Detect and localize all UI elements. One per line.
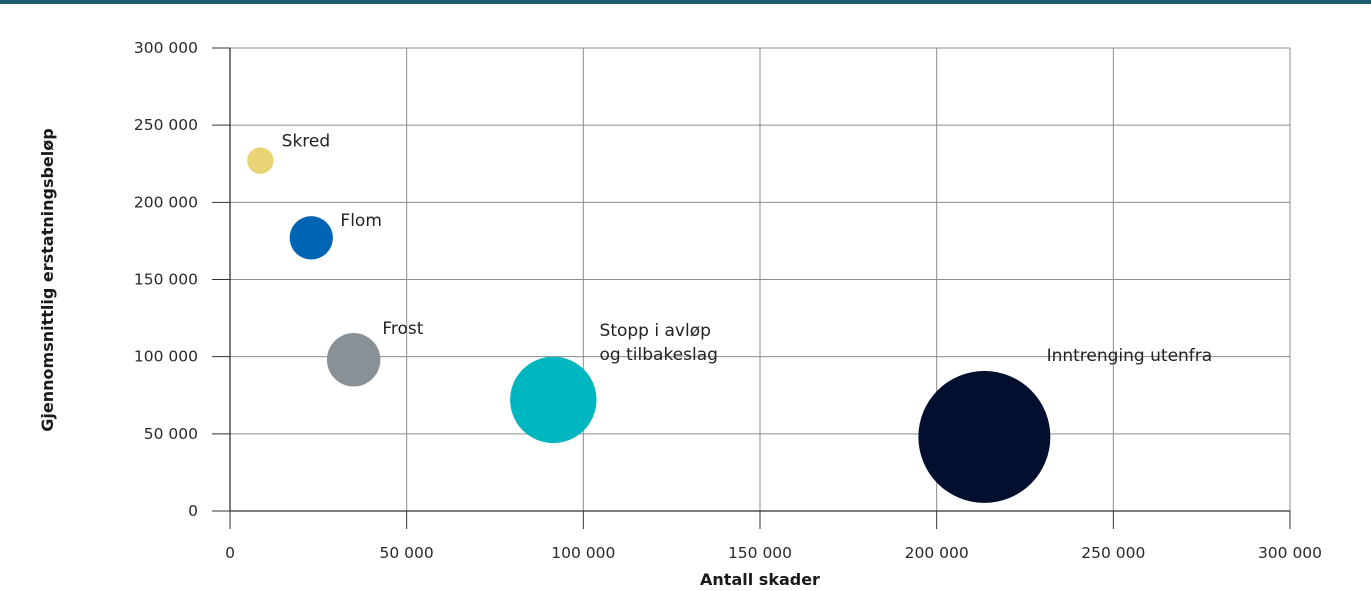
bubble-label-line: og tilbakeslag bbox=[600, 345, 718, 365]
grid-lines bbox=[230, 47, 1291, 511]
top-accent-bar bbox=[0, 0, 1371, 4]
bubble-label: Frost bbox=[382, 319, 423, 339]
bubble bbox=[326, 333, 381, 387]
x-tick-label: 300 000 bbox=[1258, 544, 1322, 562]
bubble-label-line: Skred bbox=[282, 132, 331, 152]
bubble-label-line: Inntrenging utenfra bbox=[1047, 346, 1213, 366]
y-tick-label: 150 000 bbox=[134, 271, 198, 289]
bubble-label-line: Frost bbox=[382, 319, 423, 339]
bubble bbox=[510, 356, 597, 444]
y-tick-label: 200 000 bbox=[134, 193, 198, 211]
x-tick-label: 200 000 bbox=[905, 544, 969, 562]
y-tick-label: 0 bbox=[188, 502, 198, 520]
bubble-label: Inntrenging utenfra bbox=[1047, 346, 1213, 366]
bubbles bbox=[247, 147, 1051, 503]
y-axis-title: Gjennomsnittlig erstatningsbeløp bbox=[38, 128, 57, 431]
x-axis-title: Antall skader bbox=[700, 570, 820, 589]
y-tick-labels: 0 50 000 100 000 150 000 200 000 250 000 300 0… bbox=[134, 39, 198, 520]
axes bbox=[212, 47, 1291, 529]
bubble bbox=[247, 147, 274, 174]
y-tick-label: 50 000 bbox=[144, 425, 198, 443]
x-tick-label: 50 000 bbox=[380, 544, 434, 562]
y-tick-label: 250 000 bbox=[134, 116, 198, 134]
x-tick-label: 250 000 bbox=[1081, 544, 1145, 562]
x-tick-label: 100 000 bbox=[551, 544, 615, 562]
x-tick-labels: 0 50 000 100 000 150 000 200 000 250 000 300 0… bbox=[225, 544, 1322, 562]
bubble-label-line: Stopp i avløp bbox=[600, 321, 711, 341]
bubble bbox=[918, 370, 1051, 503]
bubble-label-line: Flom bbox=[340, 211, 381, 231]
bubble-label: Skred bbox=[282, 132, 331, 152]
x-tick-label: 0 bbox=[225, 544, 235, 562]
y-tick-label: 100 000 bbox=[134, 348, 198, 366]
bubble bbox=[289, 216, 333, 260]
bubble-labels: Skred Flom Frost Stopp i avløp og tilbakesla… bbox=[282, 132, 1213, 366]
y-tick-label: 300 000 bbox=[134, 39, 198, 57]
x-tick-label: 150 000 bbox=[728, 544, 792, 562]
bubble-label: Flom bbox=[340, 211, 381, 231]
bubble-label: Stopp i avløp og tilbakeslag bbox=[600, 321, 718, 365]
